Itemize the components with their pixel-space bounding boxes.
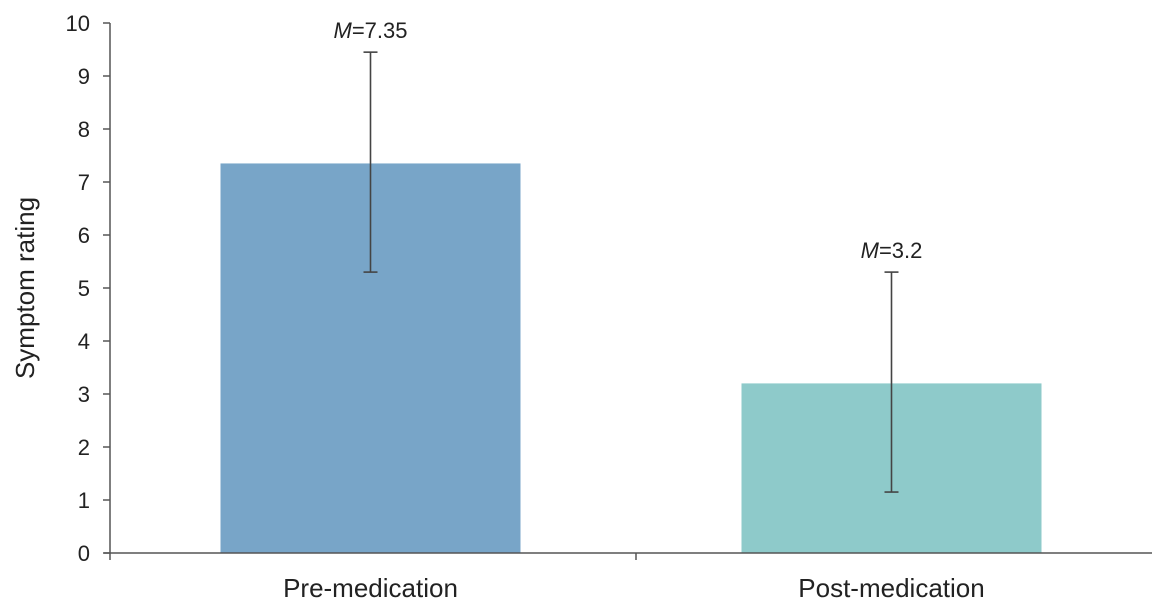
data-label-prefix: M xyxy=(334,18,353,43)
data-label-prefix: M xyxy=(861,238,880,263)
x-axis-categories: Pre-medication Post-medication xyxy=(109,553,985,603)
y-tick-label: 3 xyxy=(78,382,90,407)
y-tick-label: 6 xyxy=(78,223,90,248)
y-tick-label: 5 xyxy=(78,276,90,301)
y-tick-label: 1 xyxy=(78,488,90,513)
data-label: M=3.2 xyxy=(861,238,923,263)
data-label-value: =7.35 xyxy=(352,18,408,43)
y-axis-title: Symptom rating xyxy=(10,197,40,379)
data-label-value: =3.2 xyxy=(879,238,922,263)
y-tick-label: 8 xyxy=(78,117,90,142)
y-tick-label: 2 xyxy=(78,435,90,460)
y-tick-label: 0 xyxy=(78,541,90,566)
data-labels: M=7.35M=3.2 xyxy=(334,18,923,263)
x-category-label: Pre-medication xyxy=(283,573,458,603)
y-tick-label: 7 xyxy=(78,170,90,195)
y-tick-label: 4 xyxy=(78,329,90,354)
data-label: M=7.35 xyxy=(334,18,408,43)
y-axis-ticks: 0 1 2 3 4 5 6 7 8 9 10 xyxy=(66,11,110,566)
x-category-label: Post-medication xyxy=(798,573,984,603)
bars xyxy=(220,163,1042,553)
y-tick-label: 9 xyxy=(78,64,90,89)
y-tick-label: 10 xyxy=(66,11,90,36)
error-bars xyxy=(363,51,899,493)
